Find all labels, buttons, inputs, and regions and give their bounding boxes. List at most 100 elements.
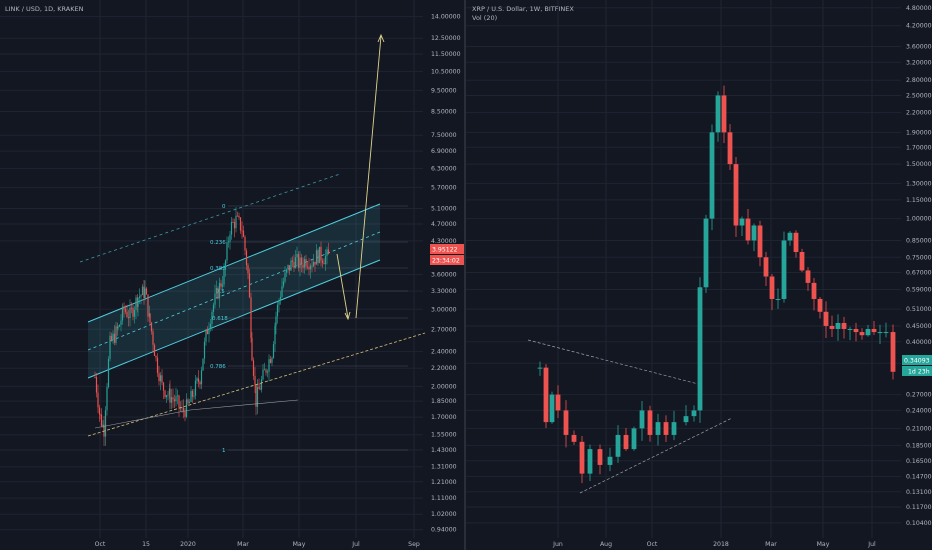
- candle-body: [697, 287, 703, 411]
- candle-body: [145, 288, 148, 295]
- y-axis-tick-label: 1.31000: [431, 464, 457, 471]
- candle-body: [236, 215, 239, 217]
- candle-body: [190, 390, 192, 402]
- candle-body: [147, 294, 149, 317]
- y-axis-tick-label: 4.20000: [906, 23, 932, 30]
- y-axis-tick-label: 0.21000: [906, 425, 932, 432]
- y-axis-tick-label: 0.13100: [906, 489, 932, 496]
- y-axis-tick-label: 9.50000: [431, 87, 457, 94]
- candle-body: [182, 407, 185, 412]
- candle-body: [115, 326, 117, 343]
- candle-body: [112, 333, 114, 341]
- y-axis-tick-label: 1.55000: [431, 432, 457, 439]
- support-trendline[interactable]: [87, 332, 426, 437]
- candle-body: [178, 395, 180, 408]
- channel-lower-line[interactable]: [87, 259, 381, 379]
- candle-body: [205, 329, 207, 342]
- candle-body: [727, 132, 733, 165]
- candle-body: [169, 388, 171, 403]
- candle-body: [191, 390, 194, 397]
- panel-divider[interactable]: [464, 0, 466, 550]
- fib-level-label: 0: [222, 204, 226, 210]
- lower-trendline-2[interactable]: [189, 399, 299, 411]
- candle-body: [244, 236, 246, 251]
- y-axis-tick-label: 1.50000: [906, 161, 932, 168]
- y-axis-tick-label: 11.50000: [431, 51, 461, 58]
- candle-body: [769, 276, 775, 299]
- candle-body: [248, 273, 251, 298]
- x-axis-tick-label: Mar: [765, 541, 777, 548]
- projection-down-line[interactable]: [336, 253, 349, 319]
- candle-body: [278, 300, 280, 305]
- price-tag-label: 3.95122: [432, 247, 458, 254]
- candle-body: [282, 281, 285, 287]
- y-axis-tick-label: 2.20000: [906, 110, 932, 117]
- candle-body: [671, 422, 677, 435]
- candle-body: [167, 394, 169, 396]
- link-chart-panel[interactable]: 14.00000 12.50000 11.50000 10.50000 9.50000 8…: [0, 0, 466, 550]
- candle-body: [226, 242, 228, 261]
- triangle-upper-line[interactable]: [527, 339, 703, 386]
- candle-body: [655, 422, 661, 435]
- candle-body: [202, 358, 204, 371]
- x-axis-tick-label: Jun: [552, 541, 563, 548]
- candle-body: [317, 250, 319, 264]
- y-axis-tick-label: 2.80000: [906, 77, 932, 84]
- candle-body: [268, 359, 270, 372]
- y-axis-tick-label: 3.00000: [431, 306, 457, 313]
- candle-body: [721, 95, 727, 133]
- candle-body: [144, 288, 146, 299]
- candle-body: [251, 338, 253, 361]
- candle-body: [124, 309, 127, 312]
- price-tag-label: 0.34093: [904, 358, 930, 365]
- candle-body: [275, 316, 277, 326]
- candle-body: [321, 260, 324, 264]
- candle-body: [799, 252, 805, 271]
- candle-body: [263, 369, 266, 371]
- candle-body: [318, 246, 321, 264]
- candle-body: [315, 250, 318, 265]
- triangle-lower-line[interactable]: [579, 417, 733, 494]
- candle-body: [259, 388, 261, 390]
- candle-body: [733, 164, 739, 226]
- y-axis-tick-label: 3.60000: [431, 272, 457, 279]
- candle-body: [150, 322, 153, 332]
- candle-body: [235, 215, 237, 229]
- candle-body: [164, 390, 166, 398]
- link-chart-svg[interactable]: 14.00000 12.50000 11.50000 10.50000 9.50000 8…: [0, 0, 466, 550]
- time-tag-label: 23:34:02: [432, 258, 460, 265]
- lower-trendline[interactable]: [94, 409, 191, 429]
- candle-body: [763, 257, 769, 277]
- candle-body: [137, 298, 139, 307]
- xrp-chart-panel[interactable]: 4.80000 4.20000 3.60000 3.20000 2.80000 2.500…: [466, 0, 932, 550]
- candle-body: [691, 410, 697, 417]
- projection-down-arrowhead: [344, 311, 351, 321]
- candle-body: [221, 284, 224, 287]
- y-axis-tick-label: 1.30000: [906, 180, 932, 187]
- x-axis-tick-label: May: [817, 541, 830, 548]
- y-axis-tick-label: 5.70000: [431, 184, 457, 191]
- projection-up-line[interactable]: [355, 35, 382, 319]
- y-axis-tick-label: 0.11700: [906, 504, 932, 511]
- candle-body: [110, 335, 113, 341]
- candle-body: [98, 407, 101, 415]
- outer-channel-line[interactable]: [79, 173, 341, 263]
- y-axis-tick-label: 0.67000: [906, 269, 932, 276]
- candle-body: [308, 267, 310, 270]
- xrp-chart-svg[interactable]: 4.80000 4.20000 3.60000 3.20000 2.80000 2.500…: [466, 0, 932, 550]
- candle-body: [563, 410, 569, 435]
- candle-body: [223, 269, 225, 285]
- candle-body: [285, 269, 288, 273]
- candle-body: [159, 375, 162, 382]
- candle-body: [188, 401, 191, 404]
- channel-upper-line[interactable]: [87, 203, 381, 323]
- candle-body: [233, 222, 236, 229]
- candle-body: [272, 344, 275, 358]
- candle-body: [117, 326, 119, 329]
- candle-body: [757, 225, 763, 258]
- candle-body: [871, 328, 877, 333]
- time-tag-bg: [430, 255, 464, 265]
- fib-level-label: 0.618: [212, 316, 228, 322]
- candle-body: [607, 456, 613, 465]
- link-chart-title: LINK / USD, 1D, KRAKEN: [5, 5, 84, 13]
